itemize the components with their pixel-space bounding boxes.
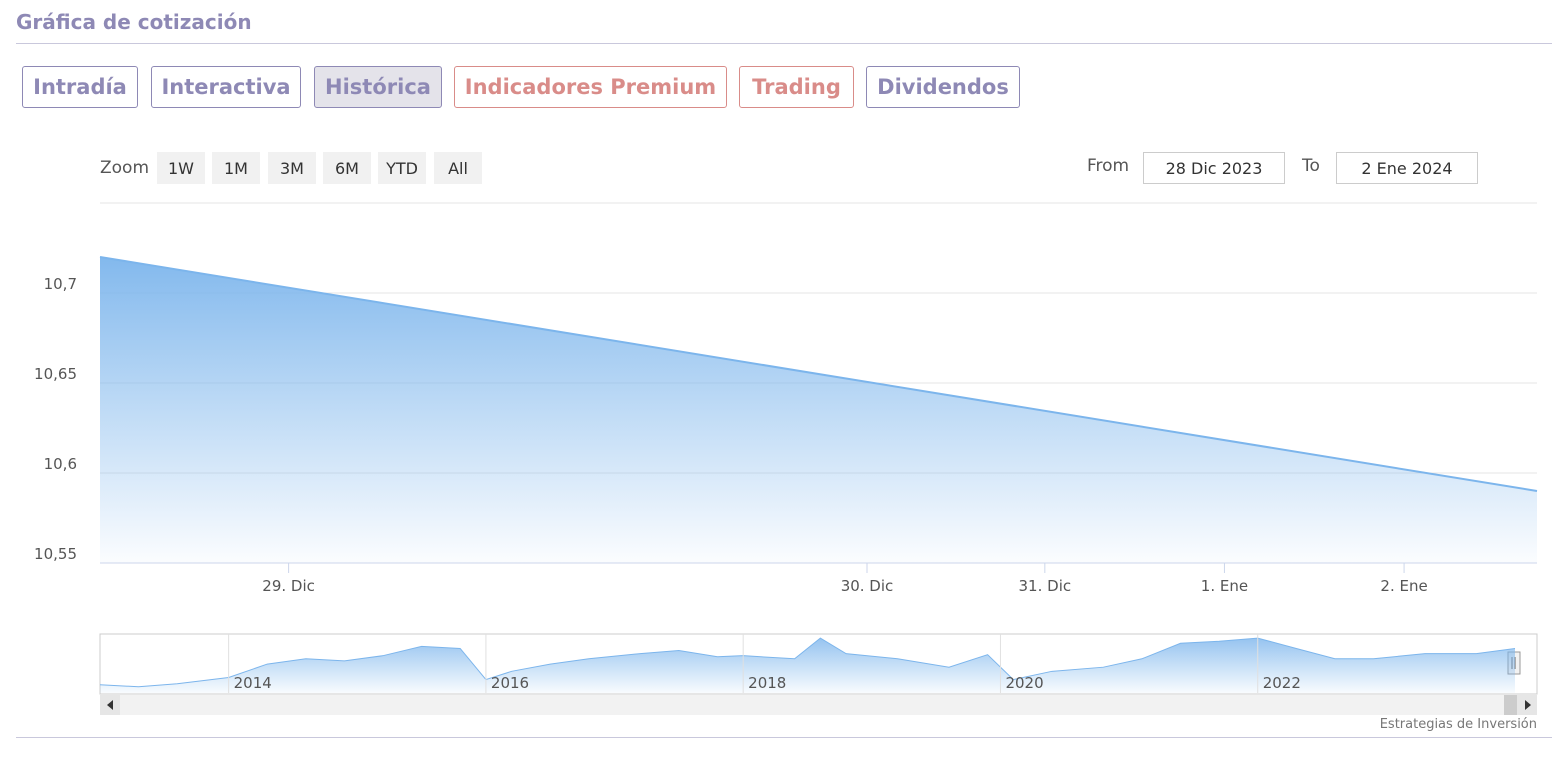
area-fill: [100, 638, 1515, 693]
widget-title: Gráfica de cotización: [16, 10, 252, 34]
x-tick-label: 30. Dic: [841, 577, 894, 595]
divider: [16, 737, 1552, 738]
x-tick-label: 2022: [1263, 674, 1301, 692]
navigator-frame: [99, 633, 1538, 695]
from-input[interactable]: 28 Dic 2023: [1143, 152, 1285, 184]
tab[interactable]: Intradía: [22, 66, 138, 108]
tab[interactable]: Interactiva: [151, 66, 301, 108]
x-tick-label: 1. Ene: [1201, 577, 1248, 595]
zoom-button[interactable]: YTD: [378, 152, 426, 184]
credit: Estrategias de Inversión: [1379, 717, 1537, 732]
line: [99, 256, 1538, 492]
scrollbar-track[interactable]: [100, 695, 1537, 715]
from-label: From: [1087, 156, 1130, 176]
tab[interactable]: Histórica: [314, 66, 442, 108]
tab[interactable]: Indicadores Premium: [454, 66, 727, 108]
zoom-button[interactable]: All: [434, 152, 482, 184]
x-tick-label: 31. Dic: [1019, 577, 1072, 595]
zoom-button[interactable]: 1W: [157, 152, 205, 184]
zoom-button[interactable]: 3M: [268, 152, 316, 184]
to-input[interactable]: 2 Ene 2024: [1336, 152, 1478, 184]
x-tick-label: 29. Dic: [262, 577, 315, 595]
zoom-label: Zoom: [100, 158, 150, 178]
x-tick-label: 2. Ene: [1380, 577, 1427, 595]
area-fill: [100, 257, 1537, 563]
zoom-button[interactable]: 1M: [212, 152, 260, 184]
scrollbar-thumb[interactable]: [1504, 695, 1517, 715]
to-label: To: [1302, 156, 1320, 176]
y-tick-label: 10,55: [34, 545, 77, 563]
tab[interactable]: Dividendos: [866, 66, 1020, 108]
y-tick-label: 10,7: [44, 275, 77, 293]
y-tick-label: 10,65: [34, 365, 77, 383]
tab[interactable]: Trading: [739, 66, 854, 108]
zoom-button[interactable]: 6M: [323, 152, 371, 184]
arrow-icon: [107, 700, 113, 710]
arrow-icon: [1525, 700, 1531, 710]
x-tick-label: 2016: [491, 674, 529, 692]
x-tick-label: 2014: [234, 674, 272, 692]
x-tick-label: 2018: [748, 674, 786, 692]
divider: [16, 43, 1552, 44]
x-tick-label: 2020: [1005, 674, 1043, 692]
y-tick-label: 10,6: [44, 455, 77, 473]
